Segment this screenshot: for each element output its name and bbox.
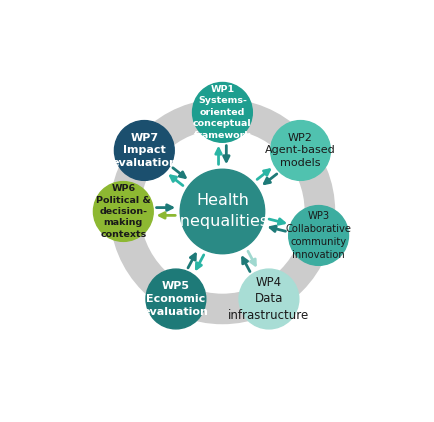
Circle shape: [146, 269, 206, 329]
Circle shape: [115, 121, 174, 180]
Text: WP7
Impact
evaluation: WP7 Impact evaluation: [112, 133, 177, 168]
Text: WP2
Agent-based
models: WP2 Agent-based models: [265, 133, 336, 168]
Text: WP6
Political &
decision-
making
contexts: WP6 Political & decision- making context…: [96, 184, 151, 239]
Circle shape: [271, 121, 330, 180]
Text: WP5
Economic
evaluation: WP5 Economic evaluation: [143, 281, 209, 317]
Circle shape: [239, 269, 299, 329]
Text: WP1
Systems-
oriented
conceptual
framework: WP1 Systems- oriented conceptual framewo…: [193, 85, 252, 140]
Circle shape: [289, 206, 349, 265]
Text: WP4
Data
infrastructure: WP4 Data infrastructure: [228, 276, 309, 322]
Text: Health
Inequalities: Health Inequalities: [176, 193, 269, 230]
Text: WP3
Collaborative
community
innovation: WP3 Collaborative community innovation: [286, 211, 352, 260]
Circle shape: [93, 181, 153, 241]
Circle shape: [180, 169, 265, 254]
Circle shape: [193, 82, 252, 142]
